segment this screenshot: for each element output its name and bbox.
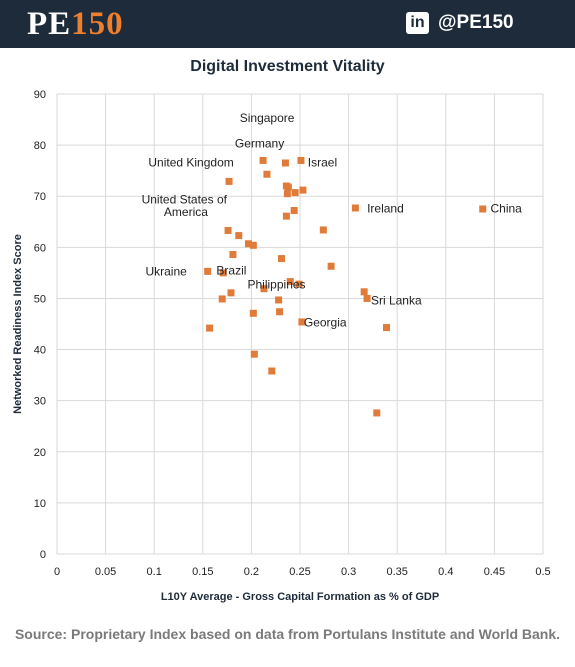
data-point xyxy=(224,226,232,234)
chart-gridlines xyxy=(56,93,544,555)
data-point xyxy=(298,318,306,326)
point-label: Philippines xyxy=(248,278,306,292)
data-points xyxy=(204,156,487,417)
header-bar: PE150 in @PE150 xyxy=(0,0,575,48)
data-point xyxy=(225,177,233,185)
data-point xyxy=(275,296,283,304)
point-label: Ireland xyxy=(367,202,404,216)
y-tick-label: 30 xyxy=(34,396,46,408)
data-point xyxy=(249,309,257,317)
data-point xyxy=(235,232,243,240)
source-note: Source: Proprietary Index based on data … xyxy=(14,626,561,642)
point-label: America xyxy=(164,205,208,219)
brand-logo-pe: PE xyxy=(27,6,72,42)
data-point xyxy=(319,226,327,234)
y-tick-label: 70 xyxy=(34,191,46,203)
point-label: United Kingdom xyxy=(148,156,233,170)
point-label: Israel xyxy=(308,156,337,170)
y-axis-title: Networked Readiness Index Score xyxy=(12,234,24,414)
data-point xyxy=(260,285,268,293)
data-point xyxy=(284,183,292,191)
data-point xyxy=(276,308,284,316)
y-tick-label: 90 xyxy=(34,89,46,101)
data-point xyxy=(327,262,335,270)
y-tick-label: 80 xyxy=(34,140,46,152)
data-point xyxy=(295,280,303,288)
x-tick-label: 0.3 xyxy=(341,566,356,578)
point-label: Germany xyxy=(235,137,284,151)
x-tick-label: 0.45 xyxy=(484,566,505,578)
data-point xyxy=(373,409,381,417)
x-axis-title: L10Y Average - Gross Capital Formation a… xyxy=(161,591,439,603)
linkedin-icon[interactable]: in xyxy=(406,12,429,34)
point-label: Georgia xyxy=(304,316,347,330)
data-point xyxy=(259,156,267,164)
data-point xyxy=(268,367,276,375)
point-label: Singapore xyxy=(240,111,295,125)
data-point xyxy=(263,170,271,178)
point-label: China xyxy=(491,202,523,216)
x-tick-label: 0 xyxy=(54,566,60,578)
data-point xyxy=(479,205,487,213)
data-point xyxy=(297,156,305,164)
data-point xyxy=(249,241,257,249)
x-tick-label: 0.5 xyxy=(535,566,550,578)
data-point xyxy=(299,186,307,194)
x-axis-ticks: 0 0.05 0.1 0.15 0.2 0.25 0.3 0.35 0.4 0.45 0.5 xyxy=(54,566,551,578)
data-point xyxy=(206,324,214,332)
x-tick-label: 0.4 xyxy=(438,566,453,578)
data-point xyxy=(278,255,286,263)
y-tick-label: 20 xyxy=(34,447,46,459)
data-point xyxy=(291,189,299,197)
chart-title: Digital Investment Vitality xyxy=(190,58,385,75)
data-point xyxy=(290,207,298,215)
y-tick-label: 60 xyxy=(34,242,46,254)
x-tick-label: 0.25 xyxy=(289,566,310,578)
linkedin-icon-glyph: in xyxy=(410,14,425,31)
brand-logo-150: 150 xyxy=(71,6,124,42)
y-axis-ticks: 0 10 20 30 40 50 60 70 80 90 xyxy=(34,89,46,561)
point-label: United States of xyxy=(142,192,228,206)
point-label: Ukraine xyxy=(145,264,187,278)
brand-logo: PE150 xyxy=(27,5,124,43)
data-point xyxy=(286,278,294,286)
linkedin-handle[interactable]: @PE150 xyxy=(438,12,514,33)
point-label: Brazil xyxy=(216,263,246,277)
x-tick-label: 0.35 xyxy=(386,566,407,578)
y-tick-label: 0 xyxy=(40,549,46,561)
data-point xyxy=(351,204,359,212)
data-point xyxy=(360,288,368,296)
data-point xyxy=(250,350,258,358)
data-point xyxy=(281,159,289,167)
x-tick-label: 0.15 xyxy=(192,566,213,578)
data-point xyxy=(204,267,212,275)
y-tick-label: 40 xyxy=(34,345,46,357)
data-point xyxy=(244,240,252,248)
data-point xyxy=(229,250,237,258)
data-point xyxy=(227,289,235,297)
x-tick-label: 0.2 xyxy=(244,566,259,578)
data-point xyxy=(218,295,226,303)
data-point xyxy=(383,324,391,332)
data-point xyxy=(283,190,291,198)
point-label: Sri Lanka xyxy=(371,294,422,308)
data-point xyxy=(219,269,227,277)
y-tick-label: 10 xyxy=(34,498,46,510)
y-tick-label: 50 xyxy=(34,293,46,305)
data-point xyxy=(282,212,290,220)
x-tick-label: 0.1 xyxy=(147,566,162,578)
data-point xyxy=(363,294,371,302)
x-tick-label: 0.05 xyxy=(95,566,116,578)
